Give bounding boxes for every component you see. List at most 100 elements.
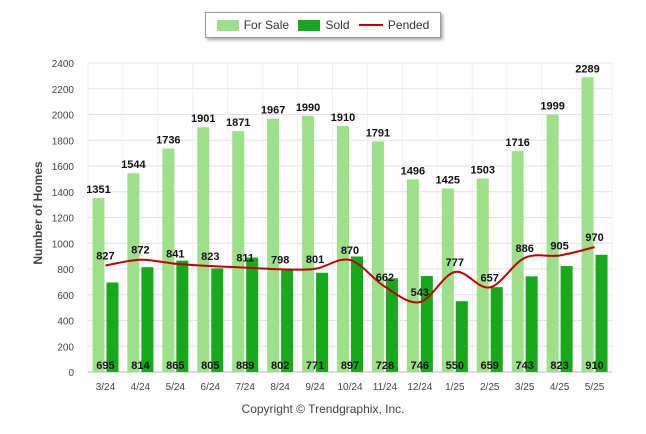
data-label-pended: 823 — [201, 251, 219, 263]
data-label-sold: 728 — [376, 360, 394, 372]
data-label-sold: 889 — [236, 360, 254, 372]
data-label-for-sale: 1967 — [261, 105, 285, 117]
x-tick-label: 3/25 — [515, 382, 535, 393]
x-tick-label: 10/24 — [337, 382, 362, 393]
bar-for-sale — [162, 148, 175, 372]
data-label-pended: 905 — [550, 240, 568, 252]
bar-for-sale — [232, 131, 245, 372]
data-labels: 1351 695 1544 814 1736 865 1901 805 1871 889 1967 8… — [86, 63, 603, 372]
data-label-for-sale: 1544 — [121, 159, 146, 171]
pended-line-path — [105, 246, 595, 304]
data-label-for-sale: 1910 — [331, 112, 355, 124]
legend-item-pended[interactable]: Pended — [358, 18, 429, 32]
data-label-pended: 662 — [376, 272, 394, 284]
bar-sold — [385, 278, 398, 372]
data-label-sold: 823 — [550, 360, 568, 372]
x-tick-label: 8/24 — [270, 382, 290, 393]
bar-sold — [176, 260, 189, 372]
y-tick-label: 1600 — [52, 162, 75, 173]
bar-for-sale — [511, 151, 524, 372]
bar-for-sale — [92, 198, 105, 372]
legend-swatch-for-sale — [216, 19, 239, 31]
y-tick-label: 1000 — [52, 239, 75, 250]
legend-item-sold[interactable]: Sold — [298, 18, 350, 32]
data-label-for-sale: 1901 — [191, 113, 215, 125]
y-tick-label: 1800 — [52, 136, 75, 147]
data-label-sold: 802 — [271, 360, 289, 372]
x-tick-label: 9/24 — [305, 382, 325, 393]
data-label-sold: 897 — [341, 360, 359, 372]
y-tick-label: 2000 — [52, 111, 75, 122]
data-label-for-sale: 1716 — [505, 137, 529, 149]
bars — [92, 77, 608, 373]
legend-swatch-sold — [298, 19, 321, 31]
data-label-pended: 886 — [515, 243, 533, 255]
bar-sold — [525, 276, 538, 372]
data-label-pended: 970 — [585, 232, 603, 244]
bar-sold — [211, 268, 224, 372]
bar-sold — [141, 267, 154, 372]
data-label-sold: 659 — [481, 360, 499, 372]
bar-sold — [595, 254, 608, 372]
data-label-pended: 870 — [341, 245, 359, 257]
bar-for-sale — [127, 173, 140, 372]
bar-for-sale — [406, 179, 419, 372]
legend: For Sale Sold Pended — [205, 12, 441, 38]
grid-lines — [87, 62, 613, 373]
data-label-for-sale: 1871 — [226, 117, 250, 129]
data-label-pended: 872 — [131, 245, 149, 257]
bar-for-sale — [197, 127, 210, 372]
legend-swatch-pended — [358, 24, 383, 26]
data-label-sold: 814 — [131, 360, 150, 372]
bar-sold — [106, 282, 119, 372]
bar-sold — [316, 272, 329, 372]
data-label-sold: 746 — [411, 360, 429, 372]
data-label-for-sale: 1791 — [366, 127, 390, 139]
x-tick-label: 5/25 — [585, 382, 605, 393]
x-tick-labels: 3/24 4/24 5/24 6/24 7/24 8/24 9/24 10/24 11/24 12… — [96, 382, 605, 393]
y-tick-label: 2400 — [52, 59, 75, 70]
data-label-for-sale: 1351 — [86, 184, 110, 196]
x-tick-label: 1/25 — [445, 382, 465, 393]
data-label-pended: 543 — [411, 287, 429, 299]
bar-sold — [281, 268, 294, 372]
bar-sold — [246, 257, 259, 372]
data-label-for-sale: 1736 — [156, 134, 180, 146]
legend-label-for-sale: For Sale — [243, 18, 290, 32]
bar-for-sale — [267, 118, 280, 372]
data-label-for-sale: 1503 — [470, 164, 494, 176]
x-tick-label: 6/24 — [201, 382, 221, 393]
x-tick-label: 4/25 — [550, 382, 570, 393]
data-label-for-sale: 1496 — [401, 165, 425, 177]
y-tick-label: 2200 — [52, 85, 75, 96]
y-tick-label: 1200 — [52, 214, 75, 225]
data-label-pended: 777 — [446, 257, 464, 269]
data-label-for-sale: 1999 — [540, 101, 564, 113]
bar-sold — [455, 301, 468, 372]
copyright: Copyright © Trendgraphix, Inc. — [241, 402, 405, 416]
y-tick-label: 200 — [57, 342, 74, 353]
x-tick-label: 2/25 — [480, 382, 500, 393]
bar-sold — [490, 287, 503, 372]
bar-sold — [560, 266, 573, 372]
data-label-pended: 827 — [96, 251, 114, 263]
y-tick-label: 1400 — [52, 188, 75, 199]
legend-label-sold: Sold — [325, 18, 350, 32]
data-label-sold: 865 — [166, 360, 184, 372]
data-label-sold: 805 — [201, 360, 219, 372]
data-label-pended: 841 — [166, 249, 184, 261]
legend-item-for-sale[interactable]: For Sale — [216, 18, 290, 32]
y-tick-label: 0 — [68, 368, 74, 379]
data-label-for-sale: 1425 — [436, 175, 460, 187]
data-label-pended: 657 — [481, 272, 499, 284]
y-tick-label: 800 — [57, 265, 74, 276]
x-tick-label: 5/24 — [166, 382, 186, 393]
data-label-sold: 910 — [585, 360, 603, 372]
data-label-sold: 695 — [96, 360, 114, 372]
x-tick-label: 7/24 — [235, 382, 255, 393]
y-tick-labels: 0 200 400 600 800 1000 1200 1400 1600 1800 2000 220… — [52, 59, 75, 379]
data-label-sold: 550 — [446, 360, 464, 372]
y-tick-label: 400 — [57, 317, 74, 328]
y-axis-label: Number of Homes — [31, 161, 45, 265]
